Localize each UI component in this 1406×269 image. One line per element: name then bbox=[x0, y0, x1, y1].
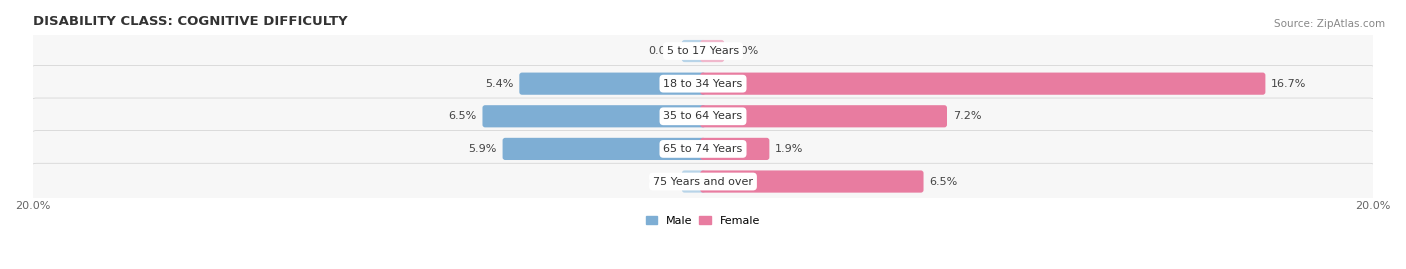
Legend: Male, Female: Male, Female bbox=[644, 214, 762, 228]
Text: 18 to 34 Years: 18 to 34 Years bbox=[664, 79, 742, 89]
FancyBboxPatch shape bbox=[700, 40, 724, 62]
Text: 5.4%: 5.4% bbox=[485, 79, 513, 89]
Text: 0.0%: 0.0% bbox=[648, 46, 676, 56]
Text: 0.0%: 0.0% bbox=[648, 176, 676, 186]
FancyBboxPatch shape bbox=[31, 131, 1375, 167]
FancyBboxPatch shape bbox=[700, 105, 948, 128]
Text: 6.5%: 6.5% bbox=[929, 176, 957, 186]
FancyBboxPatch shape bbox=[31, 163, 1375, 200]
Text: 5.9%: 5.9% bbox=[468, 144, 496, 154]
Text: 75 Years and over: 75 Years and over bbox=[652, 176, 754, 186]
Text: 16.7%: 16.7% bbox=[1271, 79, 1306, 89]
Text: Source: ZipAtlas.com: Source: ZipAtlas.com bbox=[1274, 19, 1385, 29]
Text: DISABILITY CLASS: COGNITIVE DIFFICULTY: DISABILITY CLASS: COGNITIVE DIFFICULTY bbox=[32, 15, 347, 28]
FancyBboxPatch shape bbox=[519, 73, 706, 95]
Text: 1.9%: 1.9% bbox=[775, 144, 803, 154]
Text: 0.0%: 0.0% bbox=[730, 46, 758, 56]
FancyBboxPatch shape bbox=[700, 171, 924, 193]
FancyBboxPatch shape bbox=[682, 171, 706, 193]
Text: 65 to 74 Years: 65 to 74 Years bbox=[664, 144, 742, 154]
FancyBboxPatch shape bbox=[682, 40, 706, 62]
Text: 7.2%: 7.2% bbox=[953, 111, 981, 121]
Text: 6.5%: 6.5% bbox=[449, 111, 477, 121]
FancyBboxPatch shape bbox=[31, 65, 1375, 102]
Text: 35 to 64 Years: 35 to 64 Years bbox=[664, 111, 742, 121]
Text: 5 to 17 Years: 5 to 17 Years bbox=[666, 46, 740, 56]
FancyBboxPatch shape bbox=[502, 138, 706, 160]
FancyBboxPatch shape bbox=[482, 105, 706, 128]
FancyBboxPatch shape bbox=[31, 33, 1375, 69]
FancyBboxPatch shape bbox=[31, 98, 1375, 134]
FancyBboxPatch shape bbox=[700, 73, 1265, 95]
FancyBboxPatch shape bbox=[700, 138, 769, 160]
